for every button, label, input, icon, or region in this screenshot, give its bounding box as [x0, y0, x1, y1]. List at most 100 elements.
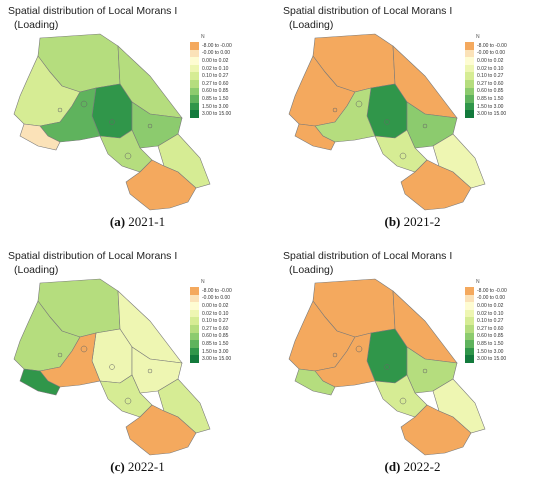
legend-label: 3.00 to 15.00	[477, 356, 507, 363]
legend-swatch	[465, 87, 474, 96]
legend-swatch	[190, 64, 199, 73]
legend-swatch	[190, 302, 199, 310]
legend-swatch	[465, 49, 474, 58]
legend-item: -8.00 to -0.00	[190, 42, 232, 50]
legend-swatch	[190, 347, 199, 356]
legend-swatch	[465, 102, 474, 111]
lake-outline	[124, 152, 132, 160]
legend-swatch	[190, 57, 199, 65]
legend-item: -0.00 to 0.00	[190, 49, 232, 58]
legend-item: 0.60 to 0.85	[465, 332, 507, 341]
legend-item: -8.00 to -0.00	[190, 287, 232, 295]
legend-label: 0.02 to 0.10	[202, 65, 229, 72]
legend-item: 0.85 to 1.50	[465, 340, 507, 348]
legend-swatch	[465, 95, 474, 103]
lake-outline	[355, 345, 363, 353]
map-title-line2: (Loading)	[289, 264, 334, 276]
lake-outline	[384, 119, 390, 125]
legend-swatch	[190, 102, 199, 111]
legend-label: 3.00 to 15.00	[202, 356, 232, 363]
legend-item: 3.00 to 15.00	[190, 110, 232, 118]
legend-item: 0.02 to 0.10	[190, 309, 232, 318]
legend-item: 0.60 to 0.85	[465, 87, 507, 96]
legend-item: -8.00 to -0.00	[465, 287, 507, 295]
map-region-south	[125, 404, 197, 456]
map-title: Spatial distribution of Local Morans I (L…	[283, 249, 452, 277]
legend-swatch	[465, 302, 474, 310]
legend-item: 1.50 to 3.00	[190, 347, 232, 356]
map-title-line1: Spatial distribution of Local Morans I	[8, 250, 178, 262]
lake-outline	[147, 368, 153, 374]
legend-label: -0.00 to 0.00	[477, 50, 506, 57]
legend-swatch	[190, 355, 199, 363]
map-region-southwest	[19, 368, 61, 396]
legend-item: 0.02 to 0.10	[190, 64, 232, 73]
map-legend: -8.00 to -0.00 -0.00 to 0.00 0.00 to 0.02 0…	[465, 42, 507, 118]
legend-item: 0.27 to 0.60	[190, 79, 232, 88]
legend-label: 0.00 to 0.02	[202, 302, 229, 309]
legend-label: 0.10 to 0.27	[477, 318, 504, 325]
lake-outline	[57, 107, 63, 113]
legend-item: 0.10 to 0.27	[190, 72, 232, 80]
caption-text: 2021-2	[400, 214, 441, 229]
legend-label: 0.60 to 0.85	[202, 333, 229, 340]
legend-item: 0.85 to 1.50	[190, 340, 232, 348]
map-panel: Spatial distribution of Local Morans I (L…	[0, 245, 275, 490]
north-arrow-label: N	[476, 34, 480, 40]
legend-label: 1.50 to 3.00	[202, 103, 229, 110]
legend-label: 0.00 to 0.02	[202, 57, 229, 64]
legend-item: 3.00 to 15.00	[465, 355, 507, 363]
legend-item: -0.00 to 0.00	[465, 49, 507, 58]
legend-label: 0.10 to 0.27	[202, 73, 229, 80]
legend-swatch	[465, 340, 474, 348]
lake-outline	[124, 397, 132, 405]
legend-item: 0.85 to 1.50	[465, 95, 507, 103]
legend-swatch	[465, 324, 474, 333]
legend-label: 0.02 to 0.10	[477, 65, 504, 72]
legend-label: 1.50 to 3.00	[477, 103, 504, 110]
legend-item: -0.00 to 0.00	[190, 294, 232, 303]
caption-text: 2022-1	[124, 459, 165, 474]
legend-swatch	[190, 309, 199, 318]
legend-label: 0.85 to 1.50	[477, 95, 504, 102]
legend-item: 0.60 to 0.85	[190, 87, 232, 96]
lake-outline	[332, 107, 338, 113]
legend-item: 0.10 to 0.27	[190, 317, 232, 325]
legend-swatch	[190, 287, 199, 295]
lake-outline	[355, 100, 363, 108]
legend-label: -0.00 to 0.00	[477, 295, 506, 302]
legend-swatch	[465, 309, 474, 318]
legend-swatch	[190, 110, 199, 118]
map-legend: -8.00 to -0.00 -0.00 to 0.00 0.00 to 0.02 0…	[190, 42, 232, 118]
legend-label: 0.60 to 0.85	[477, 333, 504, 340]
map-region-southwest	[19, 123, 61, 151]
legend-label: -0.00 to 0.00	[202, 295, 231, 302]
map-title-line1: Spatial distribution of Local Morans I	[8, 5, 178, 17]
legend-item: -0.00 to 0.00	[465, 294, 507, 303]
legend-swatch	[465, 355, 474, 363]
legend-label: 0.00 to 0.02	[477, 302, 504, 309]
lake-outline	[57, 352, 63, 358]
panel-caption: (d) 2022-2	[275, 459, 550, 475]
lake-outline	[80, 100, 88, 108]
legend-item: 0.00 to 0.02	[465, 57, 507, 65]
legend-label: 3.00 to 15.00	[477, 111, 507, 118]
lake-outline	[422, 123, 428, 129]
legend-swatch	[190, 340, 199, 348]
legend-swatch	[465, 110, 474, 118]
legend-item: 1.50 to 3.00	[190, 102, 232, 111]
lake-outline	[80, 345, 88, 353]
caption-text: 2021-1	[125, 214, 166, 229]
legend-swatch	[465, 79, 474, 88]
caption-letter: (c)	[110, 459, 125, 474]
map-region-southwest	[294, 123, 336, 151]
legend-item: 0.60 to 0.85	[190, 332, 232, 341]
legend-swatch	[465, 317, 474, 325]
legend-item: 0.00 to 0.02	[190, 302, 232, 310]
legend-label: 0.85 to 1.50	[202, 340, 229, 347]
legend-label: 1.50 to 3.00	[477, 348, 504, 355]
map-legend: -8.00 to -0.00 -0.00 to 0.00 0.00 to 0.02 0…	[465, 287, 507, 363]
legend-label: -8.00 to -0.00	[202, 287, 232, 294]
map-region-southwest	[294, 368, 336, 396]
panel-caption: (a) 2021-1	[0, 214, 275, 230]
